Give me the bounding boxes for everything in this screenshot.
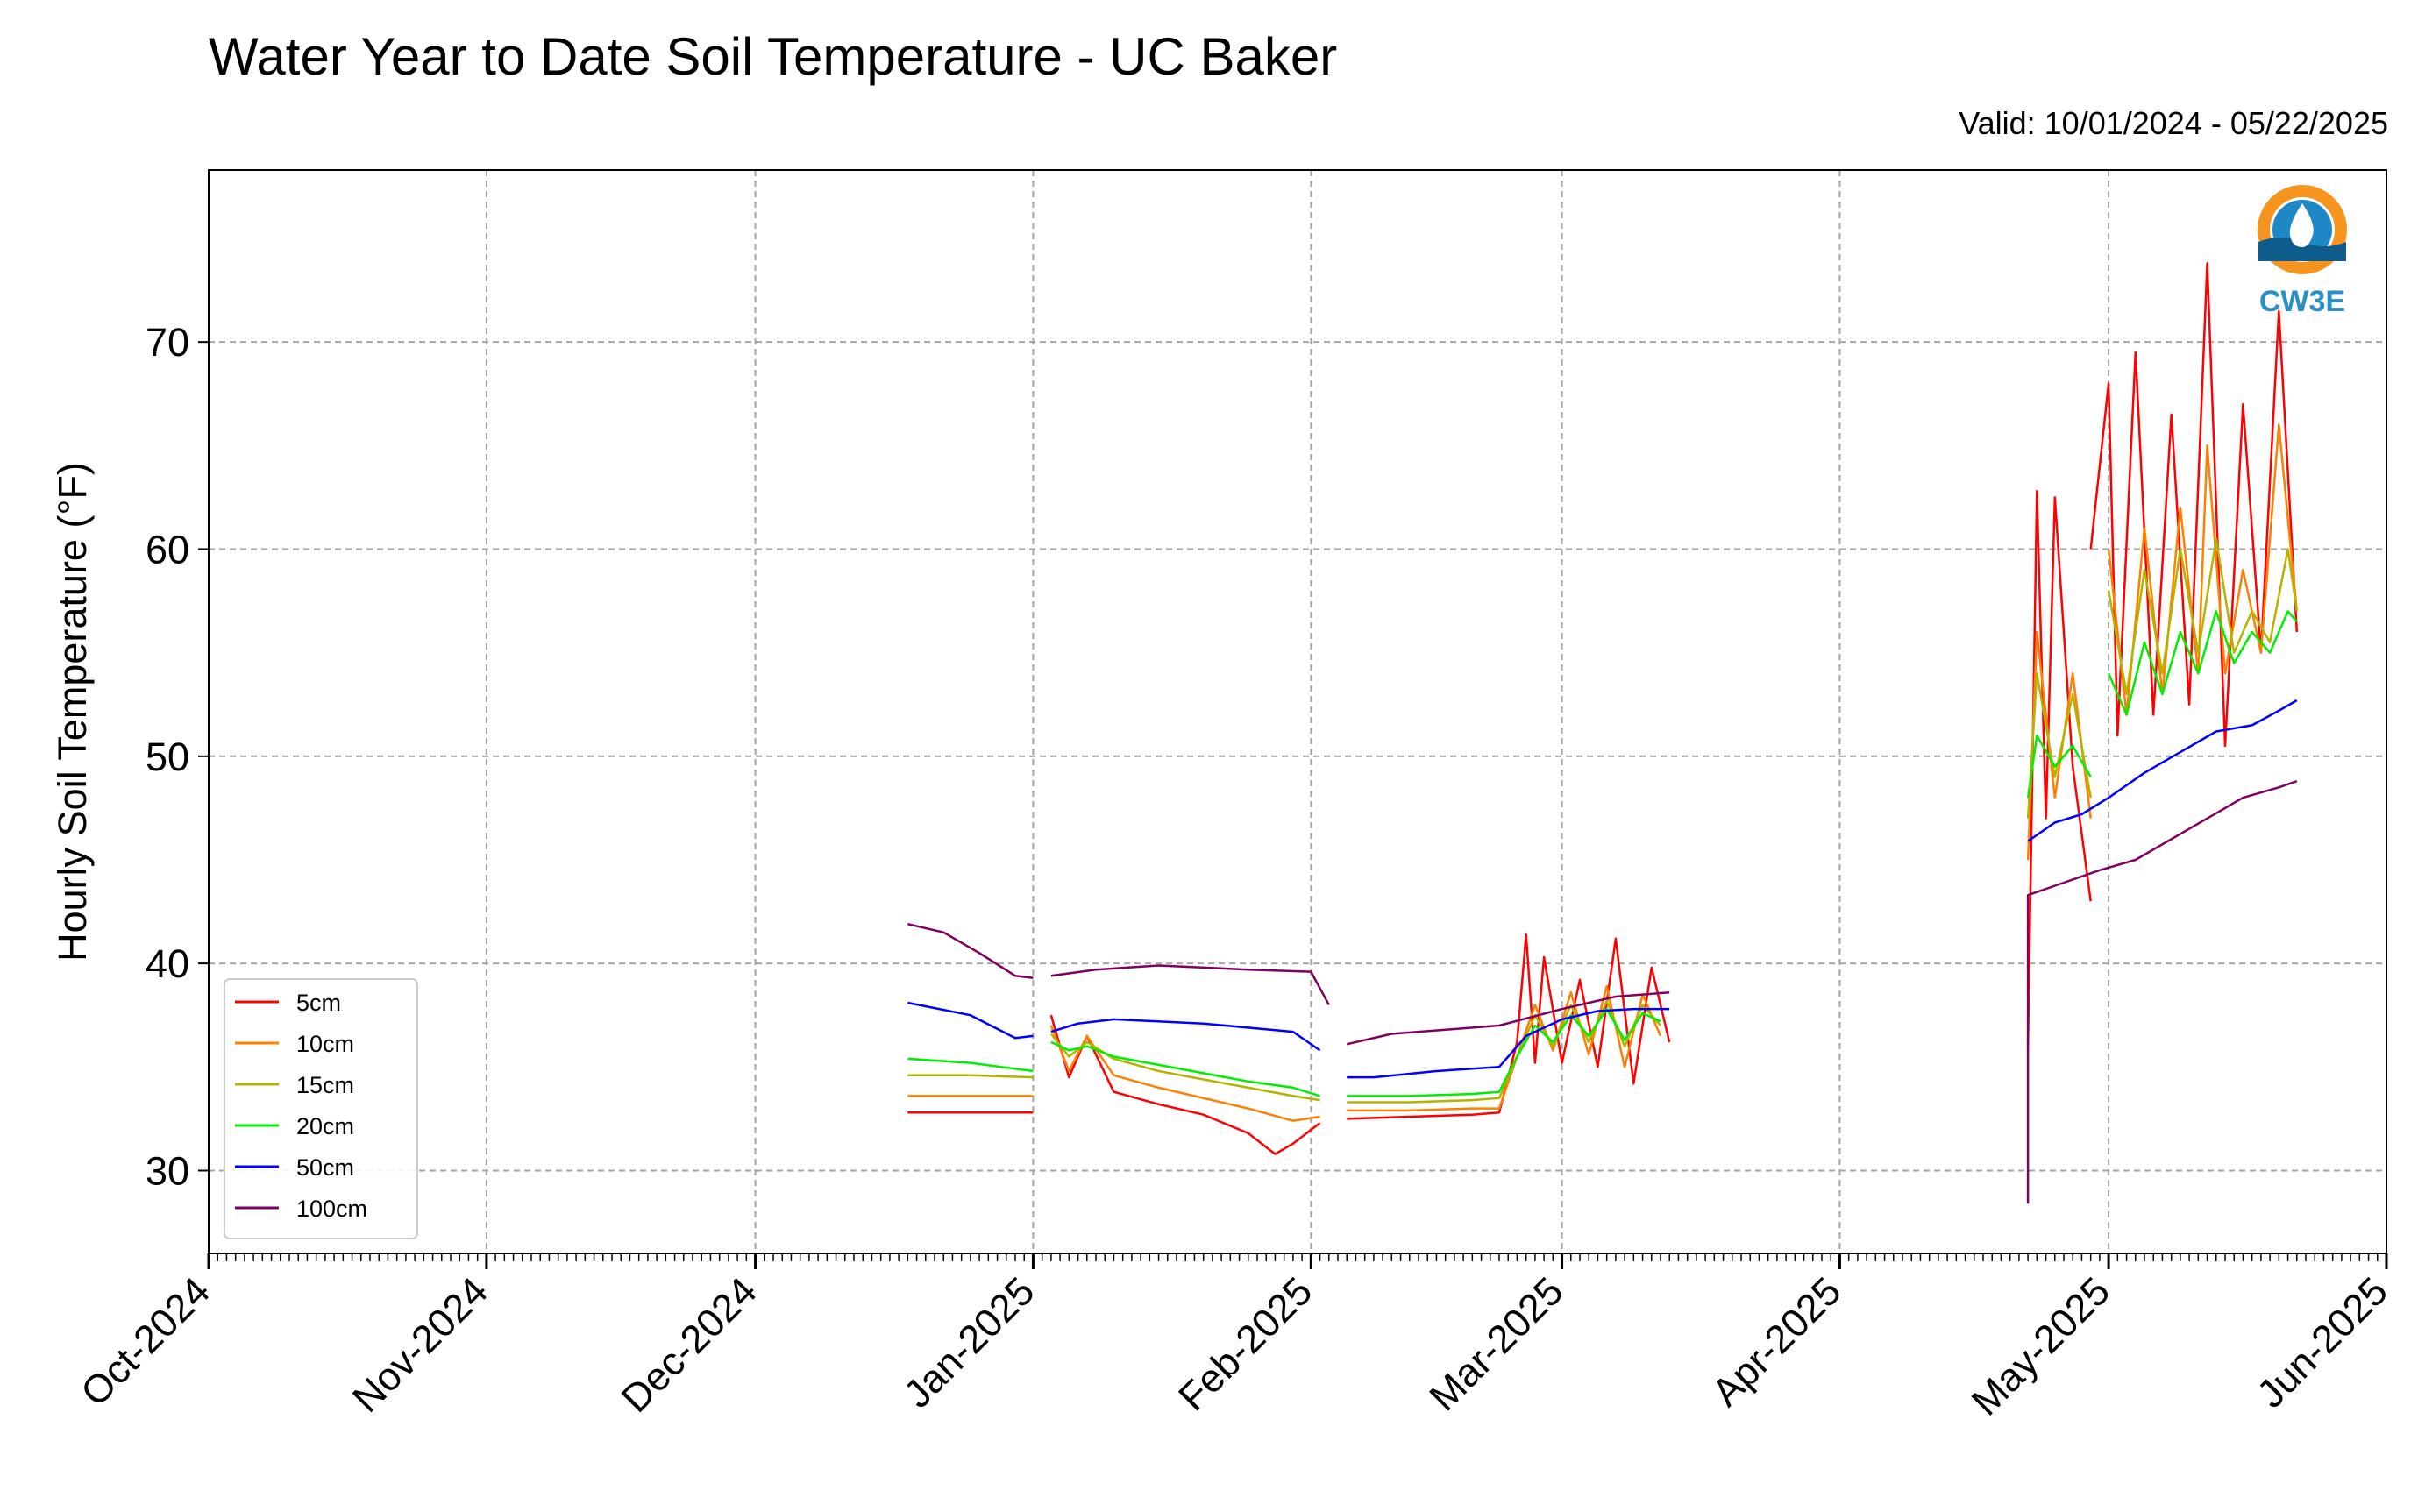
plot-area-frame — [208, 169, 2387, 1254]
grid-lines — [208, 170, 2387, 1253]
valid-date-range: Valid: 10/01/2024 - 05/22/2025 — [1959, 105, 2388, 141]
y-tick-label: 70 — [146, 320, 189, 365]
series-line-15cm — [2107, 537, 2299, 696]
y-tick-label: 50 — [146, 735, 189, 779]
water-drop-icon — [2289, 203, 2314, 247]
series-line-100cm — [1346, 990, 1670, 1046]
x-tick-label: Feb-2025 — [1170, 1268, 1320, 1419]
x-tick-label: Apr-2025 — [1703, 1268, 1850, 1415]
series-line-15cm — [1049, 1033, 1320, 1102]
logo-text: CW3E — [2259, 285, 2345, 318]
series-line-5cm — [2026, 490, 2092, 1047]
legend-label-15cm: 15cm — [296, 1072, 354, 1098]
series-line-100cm — [2026, 780, 2298, 1204]
x-tick-label: Nov-2024 — [344, 1268, 496, 1421]
series-line-20cm — [907, 1057, 1034, 1073]
series-line-5cm — [1049, 1014, 1321, 1155]
series-line-50cm — [1347, 1007, 1670, 1079]
legend: 5cm 10cm 15cm 20cm 50cm 100cm — [224, 978, 418, 1239]
series-line-10cm — [1347, 984, 1662, 1112]
chart-title: Water Year to Date Soil Temperature - UC… — [209, 27, 1338, 86]
series-line-50cm — [907, 1001, 1034, 1040]
series-line-15cm — [907, 1074, 1034, 1079]
x-tick-label: Jan-2025 — [895, 1268, 1043, 1416]
y-tick-label: 30 — [146, 1148, 189, 1193]
series-line-50cm — [1050, 1018, 1321, 1052]
legend-label-10cm: 10cm — [296, 1031, 354, 1057]
axes: 30 40 50 60 70 Oct-2024 Nov-2024 Dec-2024 Jan-20… — [72, 320, 2396, 1423]
series-line-10cm — [1049, 1025, 1320, 1122]
series-line-100cm — [1050, 964, 1330, 1005]
legend-label-5cm: 5cm — [296, 990, 341, 1016]
x-tick-label: Jun-2025 — [2248, 1268, 2396, 1416]
series-line-50cm — [2027, 699, 2298, 842]
x-tick-label: Dec-2024 — [613, 1268, 765, 1421]
y-tick-label: 40 — [146, 941, 189, 986]
series-line-20cm — [2026, 734, 2092, 799]
series-line-20cm — [1347, 1007, 1661, 1097]
x-tick-label: Mar-2025 — [1420, 1268, 1571, 1419]
series-line-100cm — [907, 922, 1034, 979]
legend-label-20cm: 20cm — [296, 1113, 354, 1139]
series-line-5cm — [1347, 933, 1671, 1120]
logo-ring — [2258, 185, 2347, 274]
series-line-15cm — [1347, 999, 1661, 1104]
logo-wave-band — [2258, 238, 2346, 261]
series-line-10cm — [2107, 423, 2299, 716]
x-tick-label: Oct-2024 — [72, 1268, 218, 1415]
x-tick-label: May-2025 — [1963, 1268, 2119, 1424]
series-line-20cm — [1050, 1040, 1320, 1097]
series-line-20cm — [2107, 610, 2298, 716]
series-lines — [907, 262, 2299, 1204]
y-tick-label: 60 — [146, 527, 189, 571]
legend-items: 5cm 10cm 15cm 20cm 50cm 100cm — [235, 990, 367, 1222]
y-axis-title: Hourly Soil Temperature (°F) — [50, 462, 95, 962]
series-line-15cm — [2026, 672, 2092, 819]
legend-label-100cm: 100cm — [296, 1196, 367, 1222]
cw3e-logo: CW3E — [2258, 185, 2347, 318]
legend-label-50cm: 50cm — [296, 1154, 354, 1181]
